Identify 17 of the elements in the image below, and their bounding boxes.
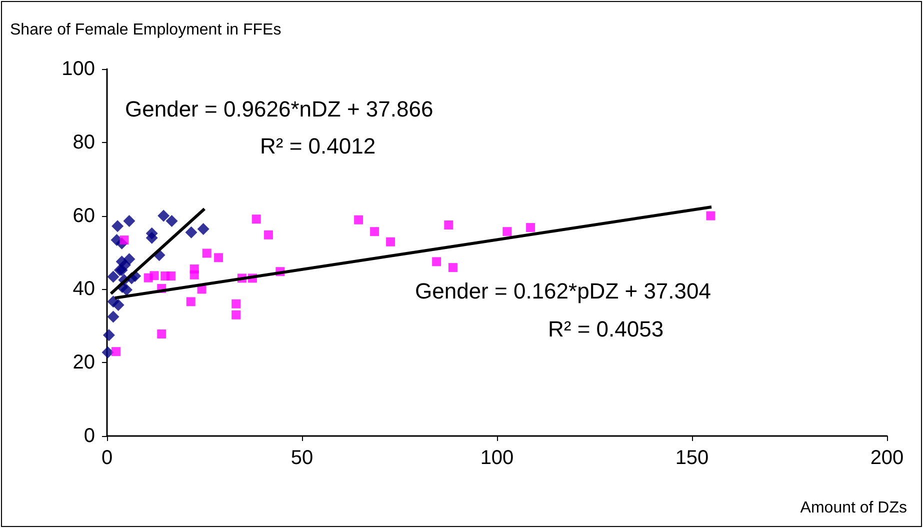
- y-tick-label: 60: [72, 204, 95, 227]
- y-tick-label: 80: [72, 131, 95, 154]
- annotation: R² = 0.4053: [548, 316, 664, 342]
- x-tick-label: 150: [675, 447, 709, 469]
- y-tick-label: 40: [72, 278, 95, 300]
- x-tick-label: 50: [290, 447, 314, 469]
- y-tick-label: 20: [72, 352, 95, 374]
- x-tick-label: 100: [480, 447, 514, 469]
- annotation: Gender = 0.9626*nDZ + 37.866: [125, 96, 434, 122]
- y-tick-label: 100: [62, 58, 95, 80]
- x-tick-label: 200: [870, 447, 904, 469]
- y-axis-title: Share of Female Employment in FFEs: [10, 22, 282, 38]
- x-axis-title: Amount of DZs: [800, 500, 907, 516]
- annotation: R² = 0.4012: [260, 134, 376, 158]
- x-tick-label: 0: [101, 447, 113, 469]
- annotation: Gender = 0.162*pDZ + 37.304: [415, 278, 711, 304]
- y-tick-label: 0: [84, 425, 95, 447]
